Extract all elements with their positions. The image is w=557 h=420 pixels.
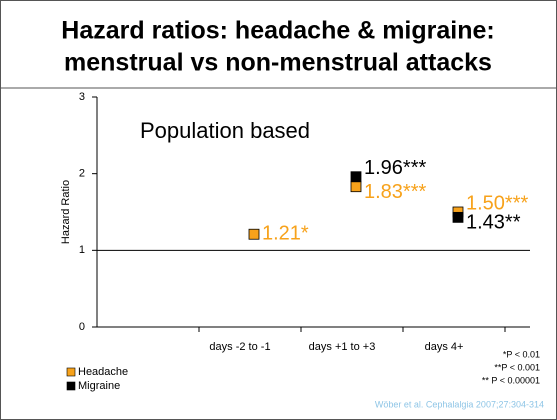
x-tick-label: days -2 to -1 bbox=[209, 341, 270, 353]
annotation: Population based bbox=[140, 118, 310, 143]
y-tick-label: 0 bbox=[79, 321, 85, 333]
title-line: Hazard ratios: headache & migraine: bbox=[61, 17, 494, 45]
y-axis-label: Hazard Ratio bbox=[60, 180, 72, 244]
legend-label: Headache bbox=[78, 366, 128, 378]
x-tick-label: days +1 to +3 bbox=[309, 341, 376, 353]
citation: Wöber et al. Cephalalgia 2007;27:304-314 bbox=[375, 399, 544, 409]
legend-swatch bbox=[66, 381, 76, 391]
y-tick-label: 1 bbox=[79, 244, 85, 256]
data-label: 1.50*** bbox=[466, 192, 528, 214]
marker bbox=[350, 181, 362, 193]
legend-label: Migraine bbox=[78, 380, 120, 392]
legend-swatch bbox=[66, 367, 76, 377]
y-tick-label: 2 bbox=[79, 168, 85, 180]
data-label: 1.83*** bbox=[364, 181, 426, 203]
data-label: 1.96*** bbox=[364, 157, 426, 179]
marker bbox=[452, 211, 464, 223]
marker bbox=[248, 228, 260, 240]
x-tick-label: days 4+ bbox=[425, 341, 464, 353]
footnote: ** P < 0.00001 bbox=[482, 375, 540, 385]
data-label: 1.43** bbox=[466, 212, 521, 234]
marker bbox=[350, 171, 362, 183]
y-tick-label: 3 bbox=[79, 91, 85, 103]
data-label: 1.21* bbox=[262, 223, 309, 245]
title-line: menstrual vs non-menstrual attacks bbox=[64, 49, 492, 77]
footnote: *P < 0.01 bbox=[503, 349, 540, 359]
footnote: **P < 0.001 bbox=[494, 362, 540, 372]
